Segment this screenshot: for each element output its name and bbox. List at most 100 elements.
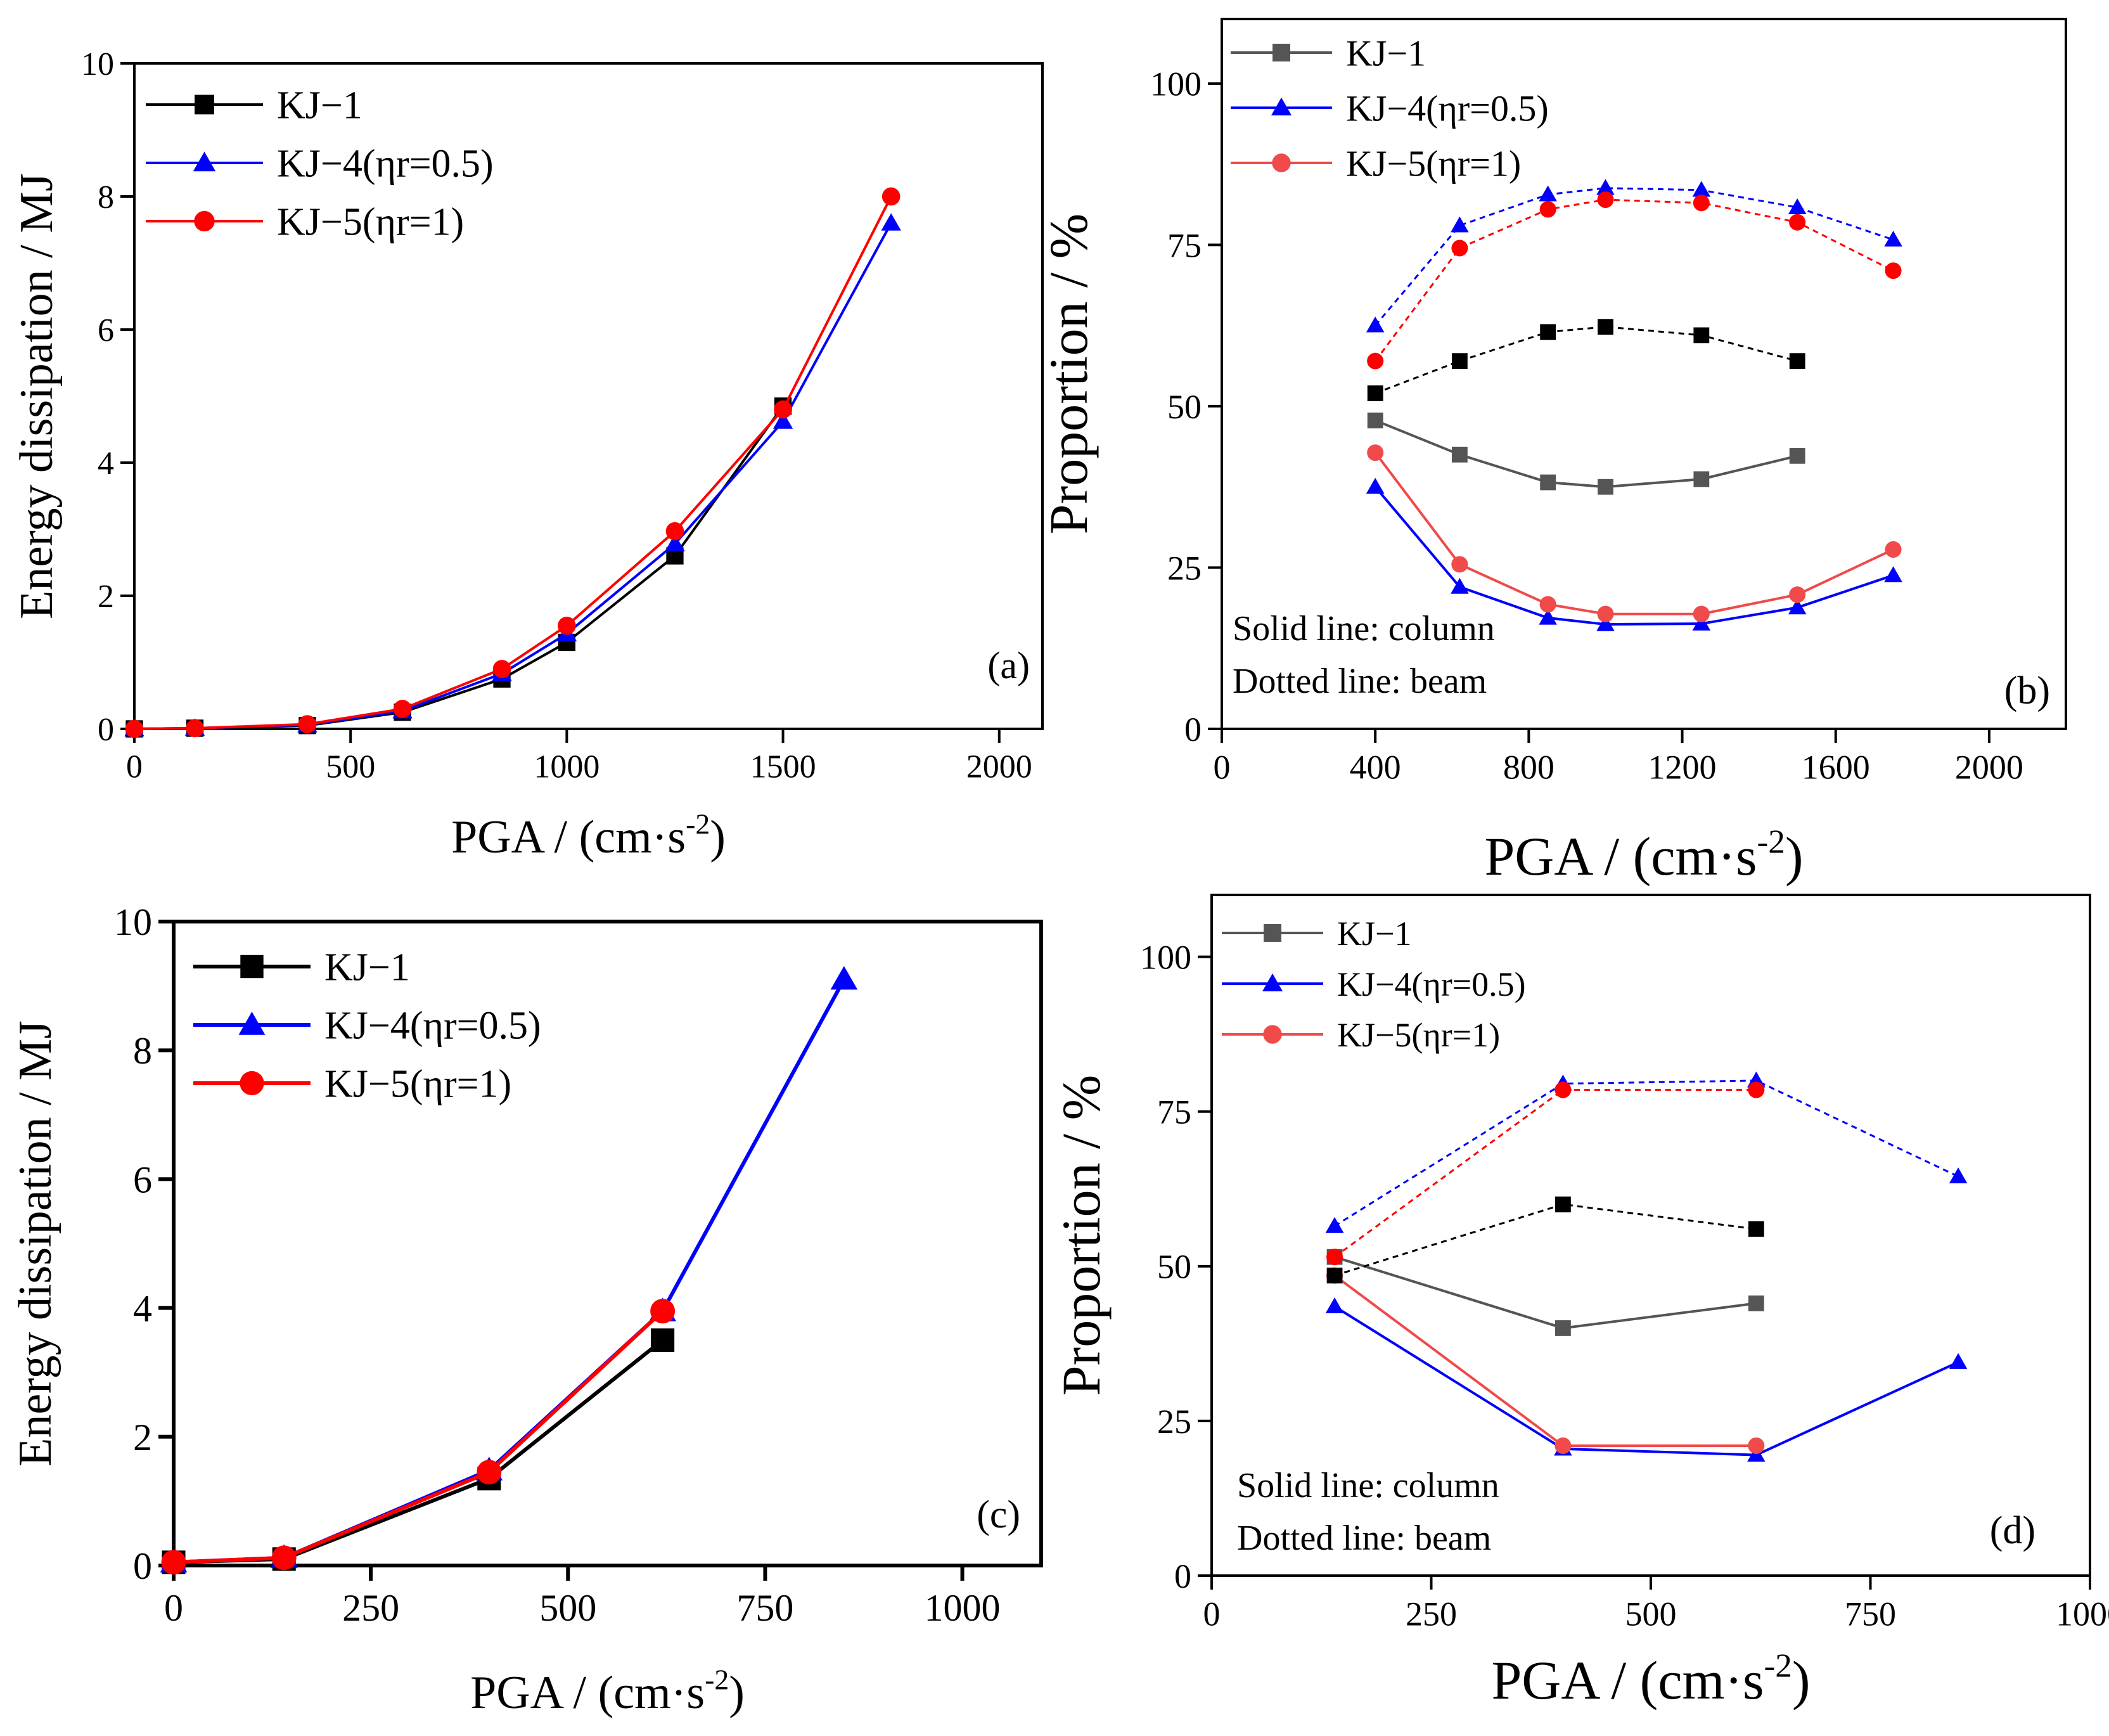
y-tick-label-d-1: 25 [1157, 1403, 1191, 1441]
legend-item-c-2: KJ−5(ηr=1) [193, 1063, 511, 1106]
y-tick-label-c-2: 4 [133, 1288, 152, 1330]
x-tick-label-b-4: 1600 [1802, 749, 1870, 787]
plot-frame-a [133, 62, 1044, 730]
data-point-b-1-4 [1692, 614, 1711, 631]
series-c-1 [160, 966, 858, 1572]
data-point-b-0-2 [1540, 474, 1556, 491]
data-point-b-2-4 [1693, 605, 1710, 622]
legend-label-a-1: KJ−4(ηr=0.5) [277, 143, 494, 186]
data-point-a-1-8 [881, 213, 901, 231]
series-line-d-3 [1334, 1203, 1757, 1276]
series-b-0 [1367, 412, 1805, 495]
y-tick-label-a-0: 0 [98, 712, 114, 748]
data-point-b-0-4 [1693, 471, 1710, 487]
data-point-b-0-5 [1789, 447, 1805, 464]
legend-item-a-2: KJ−5(ηr=1) [146, 201, 464, 244]
series-b-4 [1366, 179, 1902, 333]
y-tick-label-a-1: 2 [98, 579, 114, 615]
data-point-b-5-0 [1367, 352, 1384, 370]
data-point-b-0-1 [1451, 446, 1468, 463]
data-point-b-1-3 [1596, 615, 1615, 631]
legend-item-b-1: KJ−4(ηr=0.5) [1231, 87, 1549, 129]
x-axis-label-a: PGA / (cm·s-2) [451, 807, 726, 863]
data-point-b-1-6 [1884, 566, 1902, 582]
y-tick-label-c-3: 6 [133, 1159, 152, 1200]
y-tick-label-b-3: 75 [1167, 226, 1202, 264]
series-line-b-4 [1375, 187, 1894, 326]
series-d-1 [1325, 1297, 1968, 1462]
data-point-b-3-1 [1451, 353, 1468, 370]
series-line-c-0 [173, 1339, 664, 1564]
data-point-b-3-3 [1598, 319, 1613, 335]
x-tick-label-d-3: 750 [1845, 1595, 1896, 1633]
y-tick-label-c-0: 0 [133, 1545, 152, 1587]
plot-frame-c [172, 920, 1043, 1567]
data-point-d-3-2 [1748, 1221, 1764, 1237]
panel-a: 0 500 1000 1500 2000 0 2 4 6 8 10 PGA / (cm·s-2) Ene… [11, 46, 1044, 863]
data-point-c-1-4 [830, 966, 858, 990]
x-tick-label-b-3: 1200 [1648, 749, 1717, 787]
series-line-d-4 [1334, 1079, 1959, 1227]
data-point-b-4-1 [1451, 216, 1469, 233]
data-point-b-4-3 [1596, 179, 1615, 195]
data-point-d-0-2 [1748, 1296, 1764, 1311]
legend-marker-c-1 [238, 1012, 266, 1035]
data-point-b-4-6 [1884, 230, 1902, 247]
data-point-a-2-5 [558, 616, 576, 635]
note-d-0: Solid line: column [1237, 1466, 1499, 1505]
series-b-1 [1366, 477, 1902, 631]
x-tick-label-b-0: 0 [1214, 749, 1231, 787]
data-point-b-2-2 [1539, 596, 1556, 613]
x-tick-label-b-2: 800 [1503, 749, 1555, 787]
legend-label-d-0: KJ−1 [1337, 915, 1411, 953]
data-point-b-1-1 [1451, 577, 1469, 594]
x-tick-label-c-0: 0 [164, 1587, 183, 1629]
x-tick-label-c-3: 750 [736, 1587, 793, 1629]
x-tick-label-a-0: 0 [126, 749, 143, 785]
x-tick-label-b-5: 2000 [1955, 749, 2023, 787]
plot-frame-b [1221, 18, 2067, 730]
legend-label-d-2: KJ−5(ηr=1) [1337, 1016, 1500, 1054]
series-d-2 [1326, 1267, 1765, 1454]
legend-item-a-1: KJ−4(ηr=0.5) [146, 143, 494, 186]
series-b-3 [1367, 319, 1805, 401]
data-point-d-2-2 [1748, 1437, 1765, 1454]
data-point-d-5-1 [1555, 1081, 1572, 1098]
panel-d: 0 250 500 750 1000 0 25 50 75 100 PGA / (cm·s-2) Pr… [1051, 894, 2109, 1711]
data-point-d-1-3 [1949, 1353, 1968, 1369]
data-point-b-3-2 [1540, 324, 1556, 340]
series-line-a-2 [134, 196, 892, 730]
legend-item-b-0: KJ−1 [1231, 32, 1426, 74]
y-tick-label-d-4: 100 [1140, 939, 1191, 977]
legend-marker-d-1 [1262, 973, 1283, 992]
data-point-c-2-0 [161, 1550, 186, 1575]
x-axis-label-c: PGA / (cm·s-2) [470, 1663, 745, 1719]
legend-label-c-0: KJ−1 [324, 946, 410, 989]
legend-item-c-0: KJ−1 [193, 946, 410, 989]
data-point-b-0-0 [1367, 412, 1383, 428]
y-tick-label-b-1: 25 [1167, 549, 1202, 587]
legend-item-b-2: KJ−5(ηr=1) [1231, 143, 1521, 184]
x-axis-label-d: PGA / (cm·s-2) [1491, 1647, 1810, 1711]
x-tick-label-c-2: 500 [539, 1587, 596, 1629]
legend-label-d-1: KJ−4(ηr=0.5) [1337, 965, 1526, 1003]
legend-item-d-1: KJ−4(ηr=0.5) [1222, 965, 1526, 1003]
x-tick-label-a-2: 1000 [534, 749, 599, 785]
panel-label-a: (a) [987, 645, 1030, 686]
data-point-a-2-4 [492, 660, 511, 678]
series-line-b-5 [1374, 198, 1894, 362]
panel-label-d: (d) [1990, 1509, 2035, 1552]
legend-marker-d-2 [1263, 1025, 1282, 1044]
data-point-b-1-0 [1366, 477, 1385, 494]
data-point-b-5-3 [1597, 191, 1614, 209]
series-a-1 [124, 213, 901, 736]
data-point-c-2-1 [271, 1545, 297, 1571]
series-line-d-0 [1334, 1256, 1757, 1330]
x-tick-label-a-4: 2000 [966, 749, 1032, 785]
data-point-c-2-3 [650, 1299, 676, 1324]
x-tick-label-a-1: 500 [326, 749, 375, 785]
data-point-b-3-5 [1789, 353, 1805, 370]
y-tick-label-d-2: 50 [1157, 1248, 1191, 1286]
y-tick-label-b-0: 0 [1184, 710, 1202, 749]
series-line-d-2 [1333, 1274, 1757, 1447]
